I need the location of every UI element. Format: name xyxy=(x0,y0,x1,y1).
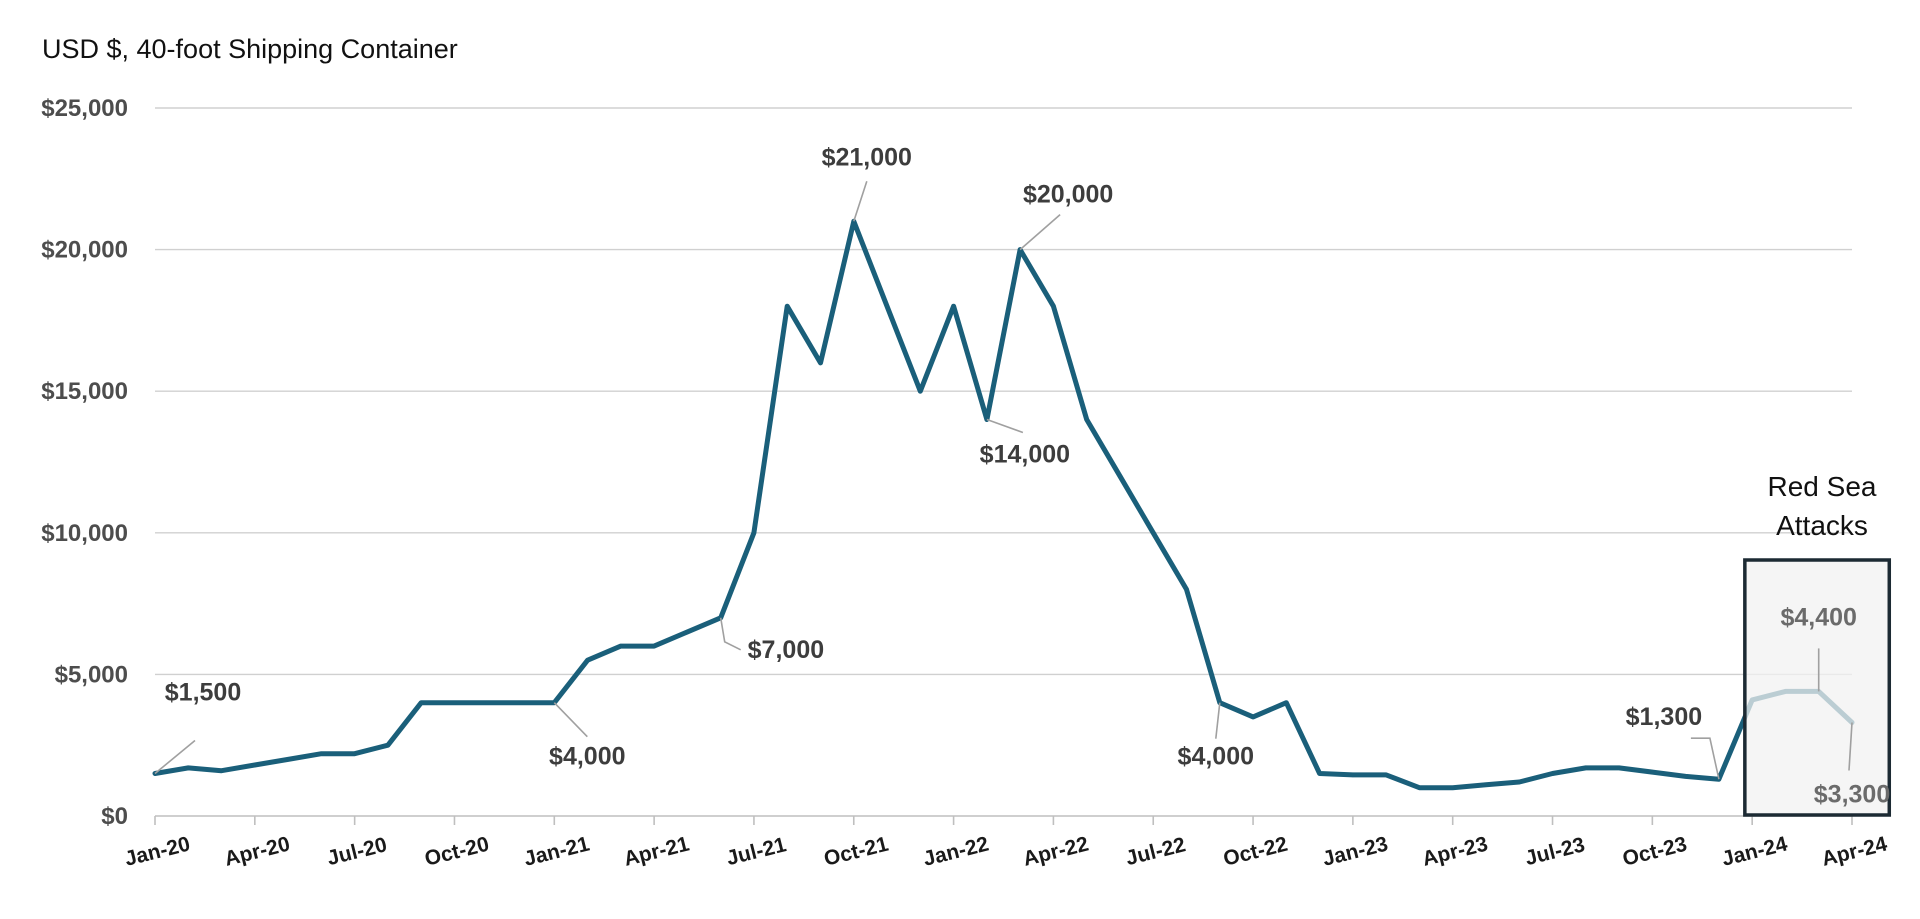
x-tick-label: Jul-20 xyxy=(325,833,389,870)
data-label: $4,000 xyxy=(549,743,625,771)
data-label: $3,300 xyxy=(1814,781,1890,809)
x-tick-label: Apr-21 xyxy=(621,832,691,870)
data-point xyxy=(252,762,258,768)
data-label: $7,000 xyxy=(748,636,824,664)
data-point xyxy=(618,643,624,649)
data-labels: $1,500 $4,000 $7,000 $21,000 $14,000 $20,000 $… xyxy=(165,143,1890,808)
data-label: $1,500 xyxy=(165,679,241,707)
data-point xyxy=(1383,772,1389,778)
data-point xyxy=(1650,769,1655,775)
red-sea-attacks-highlight: Red Sea Attacks xyxy=(1743,471,1892,817)
data-label-leaders xyxy=(154,181,1853,780)
leader-line xyxy=(1690,737,1720,780)
data-label: $4,400 xyxy=(1780,603,1856,631)
data-point xyxy=(1450,785,1455,790)
y-tick-label: $15,000 xyxy=(41,378,128,405)
x-tick-label: Oct-22 xyxy=(1221,833,1290,871)
x-tick-label: Jan-24 xyxy=(1720,832,1790,870)
leader-line xyxy=(154,739,196,775)
data-point xyxy=(585,658,590,663)
data-point xyxy=(1517,779,1522,785)
x-tick-label: Jul-23 xyxy=(1523,833,1587,870)
data-point xyxy=(718,615,723,620)
data-point xyxy=(485,700,490,705)
leader-line xyxy=(853,181,868,222)
chart-title: USD $, 40-foot Shipping Container xyxy=(42,34,458,64)
x-tick-label: Jul-22 xyxy=(1123,833,1187,870)
x-tick-label: Jul-21 xyxy=(724,833,789,870)
data-point xyxy=(1250,714,1256,720)
data-point xyxy=(186,765,191,771)
data-point xyxy=(1151,530,1156,535)
y-tick-label: $0 xyxy=(101,803,128,830)
x-tick-label: Apr-22 xyxy=(1021,832,1091,870)
x-tick-label: Apr-20 xyxy=(222,832,292,870)
series-line xyxy=(152,218,1855,791)
data-point xyxy=(1417,785,1422,790)
data-point xyxy=(785,304,790,309)
data-point xyxy=(1550,771,1555,776)
gridlines xyxy=(155,107,1852,676)
leader-line xyxy=(719,617,742,651)
data-label: $14,000 xyxy=(980,441,1070,469)
data-point xyxy=(685,629,690,635)
data-point xyxy=(385,743,391,748)
data-point xyxy=(1284,700,1289,705)
data-point xyxy=(418,700,424,705)
x-tick-label: Jan-23 xyxy=(1320,832,1390,870)
data-point xyxy=(1350,772,1356,778)
x-tick-label: Oct-21 xyxy=(822,833,891,871)
x-tick-label: Jan-22 xyxy=(921,832,991,870)
leader-line xyxy=(1215,702,1221,739)
data-point xyxy=(319,751,324,756)
annotation-text: Attacks xyxy=(1776,510,1868,541)
y-tick-label: $5,000 xyxy=(55,661,128,688)
data-point xyxy=(1616,765,1622,771)
data-point xyxy=(1583,765,1589,771)
data-point xyxy=(918,389,923,394)
data-point xyxy=(1483,782,1489,788)
data-point xyxy=(518,700,524,705)
y-tick-label: $25,000 xyxy=(41,95,128,122)
leader-line xyxy=(553,702,588,738)
x-tick-label: Jan-21 xyxy=(522,832,592,870)
data-point xyxy=(884,304,890,309)
data-label: $21,000 xyxy=(822,143,912,171)
data-point xyxy=(651,643,657,649)
data-point xyxy=(1051,304,1056,309)
data-point xyxy=(1117,473,1123,479)
data-point xyxy=(951,304,956,309)
leader-line xyxy=(1848,722,1853,771)
series-layer xyxy=(152,218,1855,791)
x-tick-label: Jan-20 xyxy=(122,832,192,870)
y-tick-label: $20,000 xyxy=(41,237,128,264)
x-axis xyxy=(154,815,1853,825)
data-point xyxy=(751,530,757,535)
data-point xyxy=(352,751,357,756)
data-point xyxy=(1317,771,1322,776)
annotation-text: Red Sea xyxy=(1768,471,1877,502)
data-point xyxy=(1184,587,1189,592)
y-tick-label: $10,000 xyxy=(41,520,128,547)
x-tick-label: Apr-24 xyxy=(1819,832,1889,870)
highlight-box xyxy=(1743,558,1892,817)
leader-line xyxy=(1019,213,1061,251)
x-axis-tick-labels: Jan-20 Apr-20 Jul-20 Oct-20 Jan-21 Apr-21 Jul-… xyxy=(122,832,1889,870)
data-point xyxy=(1084,417,1089,422)
data-label: $4,000 xyxy=(1178,743,1254,771)
data-point xyxy=(452,700,457,705)
x-tick-label: Apr-23 xyxy=(1420,832,1490,870)
data-point xyxy=(1683,774,1688,779)
x-tick-label: Oct-20 xyxy=(422,833,491,871)
data-point xyxy=(285,757,291,762)
x-tick-label: Oct-23 xyxy=(1620,833,1689,871)
data-point xyxy=(818,360,823,366)
y-axis-tick-labels: $0 $5,000 $10,000 $15,000 $20,000 $25,000 xyxy=(41,95,128,830)
data-point xyxy=(219,768,224,773)
data-label: $20,000 xyxy=(1023,181,1113,209)
data-label: $1,300 xyxy=(1626,703,1702,731)
leader-line xyxy=(986,418,1024,434)
